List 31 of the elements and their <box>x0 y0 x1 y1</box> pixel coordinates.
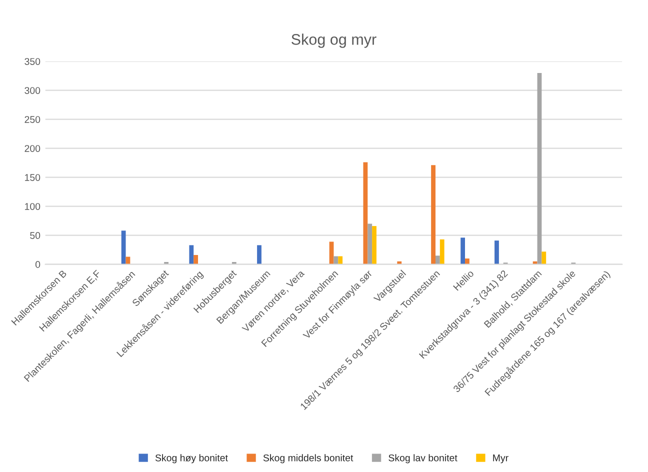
bar <box>435 256 440 264</box>
legend-label: Skog høy bonitet <box>155 454 228 464</box>
legend-label: Skog middels bonitet <box>263 454 354 464</box>
bar <box>440 239 444 264</box>
bar <box>537 72 542 264</box>
y-tick-label: 350 <box>24 58 40 65</box>
chart-title: Skog og myr <box>292 34 376 48</box>
bar <box>189 245 194 264</box>
bar <box>465 258 470 264</box>
y-tick-label: 100 <box>25 203 40 210</box>
bar <box>334 256 338 264</box>
bar <box>194 255 198 264</box>
bar <box>494 240 499 264</box>
y-tick-label: 50 <box>30 232 40 239</box>
y-tick-label: 150 <box>25 174 40 181</box>
bar <box>363 162 368 264</box>
bar <box>368 224 372 264</box>
y-tick-label: 300 <box>24 87 40 94</box>
bar <box>460 238 466 264</box>
legend-label: Myr <box>493 454 508 464</box>
bar <box>431 165 436 264</box>
legend-label: Skog lav bonitet <box>388 454 458 464</box>
bar <box>542 252 546 264</box>
bar <box>372 226 376 264</box>
y-tick-label: 200 <box>24 145 40 152</box>
y-tick-label: 250 <box>24 116 40 123</box>
bar <box>121 230 126 264</box>
y-tick-label: 0 <box>35 261 40 268</box>
bar <box>257 245 262 264</box>
bar <box>338 256 343 264</box>
bar <box>329 242 334 264</box>
